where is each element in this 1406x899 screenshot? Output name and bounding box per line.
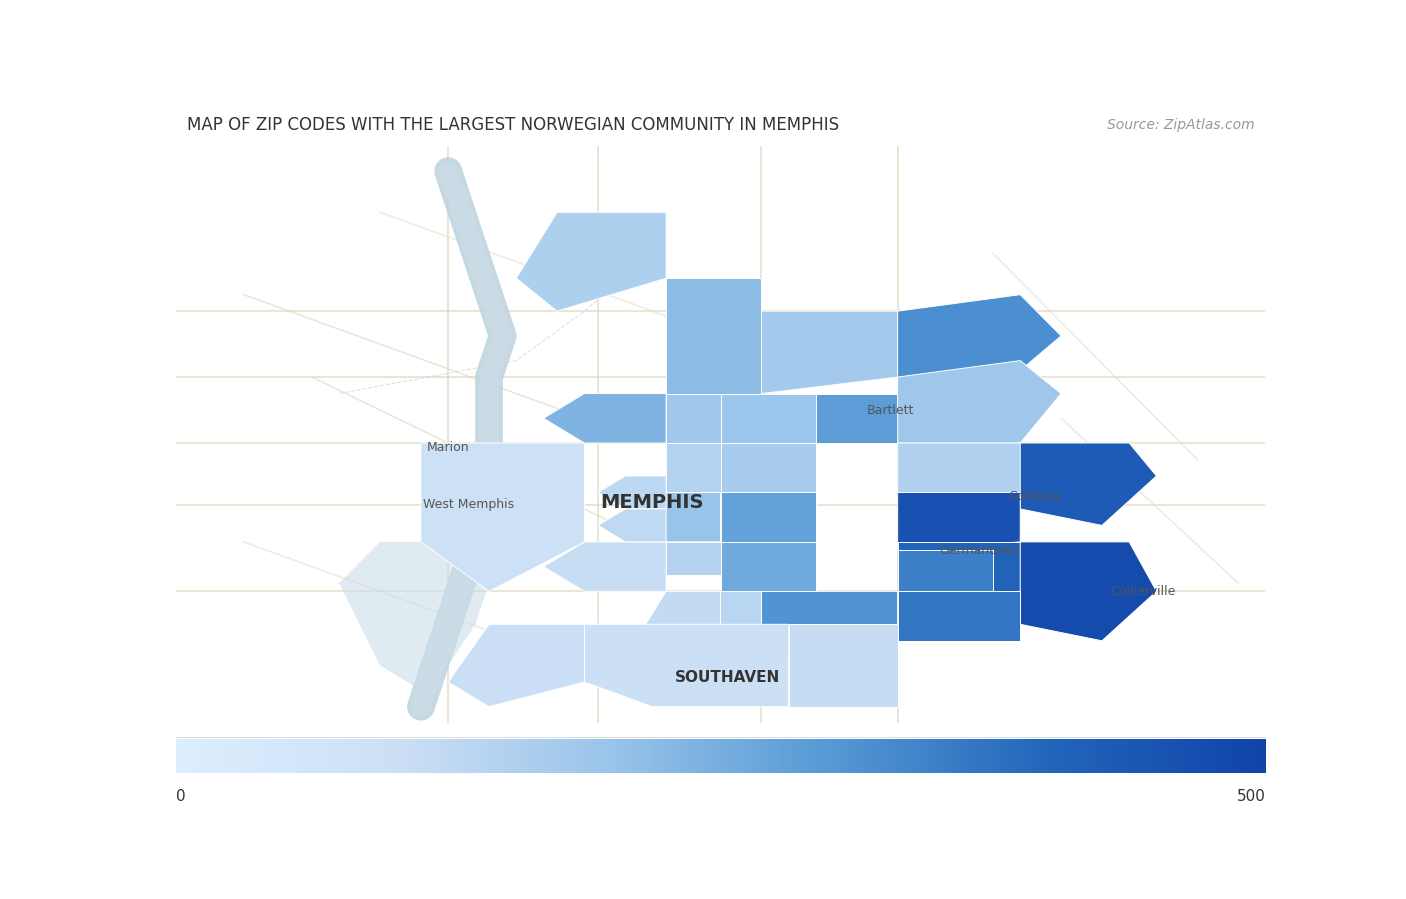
- Text: 0: 0: [176, 788, 186, 804]
- Text: Cordova: Cordova: [1008, 490, 1060, 503]
- Text: West Memphis: West Memphis: [423, 498, 515, 512]
- Text: Bartlett: Bartlett: [868, 404, 914, 416]
- Text: 500: 500: [1236, 788, 1265, 804]
- Text: SOUTHAVEN: SOUTHAVEN: [675, 671, 780, 685]
- Text: Collierville: Collierville: [1111, 585, 1175, 598]
- Text: Source: ZipAtlas.com: Source: ZipAtlas.com: [1107, 118, 1254, 132]
- Polygon shape: [339, 542, 489, 690]
- Text: MEMPHIS: MEMPHIS: [600, 493, 704, 512]
- Text: MAP OF ZIP CODES WITH THE LARGEST NORWEGIAN COMMUNITY IN MEMPHIS: MAP OF ZIP CODES WITH THE LARGEST NORWEG…: [187, 116, 839, 134]
- Text: Marion: Marion: [427, 441, 470, 454]
- Text: Germantown: Germantown: [939, 544, 1019, 556]
